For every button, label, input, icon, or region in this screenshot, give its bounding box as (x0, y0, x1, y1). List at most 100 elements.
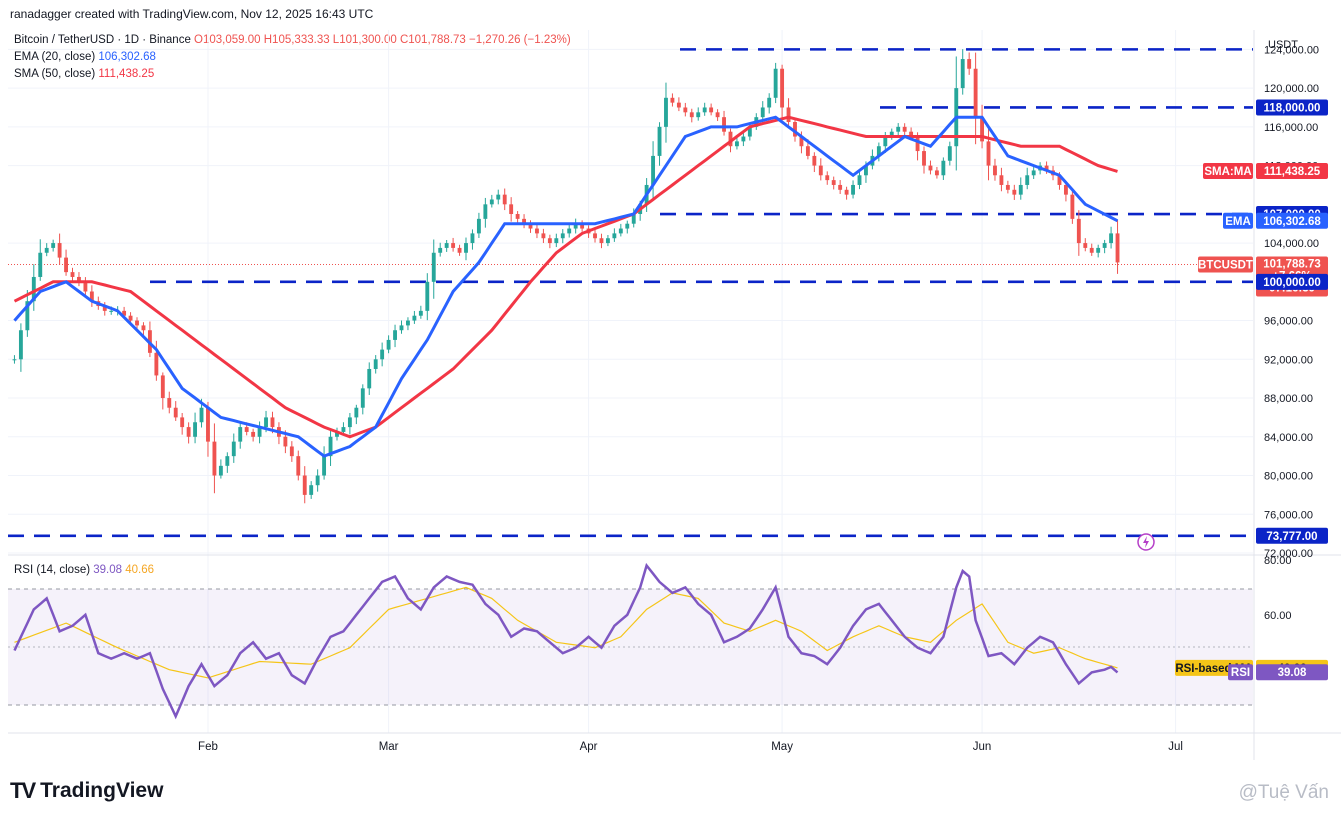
symbol-name: Bitcoin / TetherUSD · 1D · Binance (14, 34, 191, 46)
candle-body (12, 359, 17, 361)
candle-body (180, 417, 185, 428)
month-label: May (771, 741, 793, 753)
candle-body (1109, 233, 1114, 244)
candle-body (373, 359, 378, 369)
candle-body (922, 151, 926, 166)
candle-body (128, 315, 133, 321)
candle-body (909, 131, 914, 137)
candle-body (464, 243, 468, 253)
candle-body (605, 238, 610, 244)
candle-body (322, 456, 327, 476)
rsi-legend-label: RSI (14, close) (14, 564, 91, 576)
candle-body (328, 436, 333, 457)
candle-body (1025, 175, 1030, 185)
price-tick-label: 80,000.00 (1264, 471, 1313, 483)
alert-icon[interactable] (1137, 533, 1155, 551)
candle-body (593, 233, 597, 239)
candle-body (25, 301, 30, 331)
candle-body (451, 243, 456, 248)
candle-body (934, 170, 939, 176)
candle-body (302, 475, 307, 495)
candle-body (786, 107, 791, 123)
sma-50-line (13, 115, 1118, 439)
candle-body (1102, 243, 1107, 248)
symbol-legend[interactable]: Bitcoin / TetherUSD · 1D · Binance O103,… (14, 34, 571, 46)
sma-value-tag: 111,438.25 (1264, 166, 1321, 178)
price-chart[interactable]: USDT 124,000.00120,000.00116,000.00112,0… (0, 0, 1341, 760)
candle-body (1063, 184, 1068, 195)
candle-body (535, 228, 539, 234)
ema-20-line (13, 115, 1119, 458)
candle-body (722, 117, 726, 132)
candle-body (135, 320, 139, 326)
candle-body (599, 238, 604, 244)
candle-body (167, 398, 172, 408)
candle-body (244, 427, 249, 432)
candle-body (193, 422, 198, 437)
candle-body (651, 155, 656, 185)
candle-body (515, 214, 520, 219)
ema-name-tag-bg (1223, 212, 1253, 229)
candle-body (509, 204, 514, 215)
candle-body (876, 146, 881, 156)
month-label: Jun (973, 741, 992, 753)
candle-body (309, 485, 314, 495)
last-price-value: 101,788.73 (1263, 258, 1321, 270)
sma-name-tag: SMA:MA (1204, 166, 1251, 178)
candle-body (109, 310, 114, 312)
candle-body (89, 291, 94, 302)
candle-body (251, 431, 256, 437)
candle-body (289, 446, 294, 457)
candle-body (102, 306, 107, 311)
candle-body (715, 112, 720, 118)
rsi-name-tag-bg (1228, 664, 1253, 681)
candle-body (915, 136, 920, 152)
candle-body (199, 407, 204, 423)
candle-body (818, 165, 823, 176)
ohlc-values: O103,059.00 H105,333.33 L101,300.00 C101… (194, 34, 571, 46)
candle-body (257, 427, 262, 437)
candle-body (683, 107, 688, 113)
rsi-legend[interactable]: RSI (14, close) 39.08 40.66 (14, 564, 154, 576)
candle-body (489, 199, 494, 205)
candle-body (857, 175, 862, 185)
symbol-tag: BTCUSDT (1198, 259, 1253, 271)
tradingview-logo-icon: TV (10, 778, 36, 803)
sma-legend-value: 111,438.25 (98, 68, 155, 80)
candle-body (380, 349, 385, 360)
ema-legend[interactable]: EMA (20, close) 106,302.68 (14, 51, 156, 63)
candle-body (864, 165, 868, 176)
candle-body (1076, 218, 1081, 244)
candle-body (122, 310, 127, 316)
candle-body (883, 136, 888, 147)
level-100000-tag-bg (1256, 273, 1328, 290)
price-tick-label: 104,000.00 (1264, 238, 1319, 250)
candle-body (160, 375, 165, 399)
candle-body (741, 136, 746, 142)
price-tick-label: 76,000.00 (1264, 509, 1313, 521)
rsi-tick-label: 60.00 (1264, 610, 1292, 622)
candle-body (393, 330, 397, 340)
candle-body (696, 112, 701, 118)
candle-body (502, 194, 507, 205)
currency-label: USDT (1268, 39, 1298, 51)
price-tick-label: 116,000.00 (1264, 122, 1318, 134)
candle-body (31, 276, 36, 302)
ema-legend-label: EMA (20, close) (14, 51, 96, 63)
sma-legend-label: SMA (50, close) (14, 68, 96, 80)
rsi-legend-value: 39.08 (93, 564, 123, 576)
candle-body (689, 112, 694, 118)
candle-body (70, 272, 75, 277)
candle-body (799, 136, 804, 147)
rsi-line (13, 562, 1119, 720)
candle-body (735, 141, 739, 147)
rsi-value-tag-bg (1256, 664, 1328, 681)
sma-legend[interactable]: SMA (50, close) 111,438.25 (14, 68, 154, 80)
candle-body (773, 68, 778, 98)
candle-body (18, 330, 23, 360)
candle-body (831, 180, 836, 185)
candle-body (960, 59, 965, 89)
candle-body (360, 388, 365, 408)
level-73777-tag: 73,777.00 (1266, 531, 1317, 543)
tradingview-brand[interactable]: TV TradingView (10, 778, 163, 804)
